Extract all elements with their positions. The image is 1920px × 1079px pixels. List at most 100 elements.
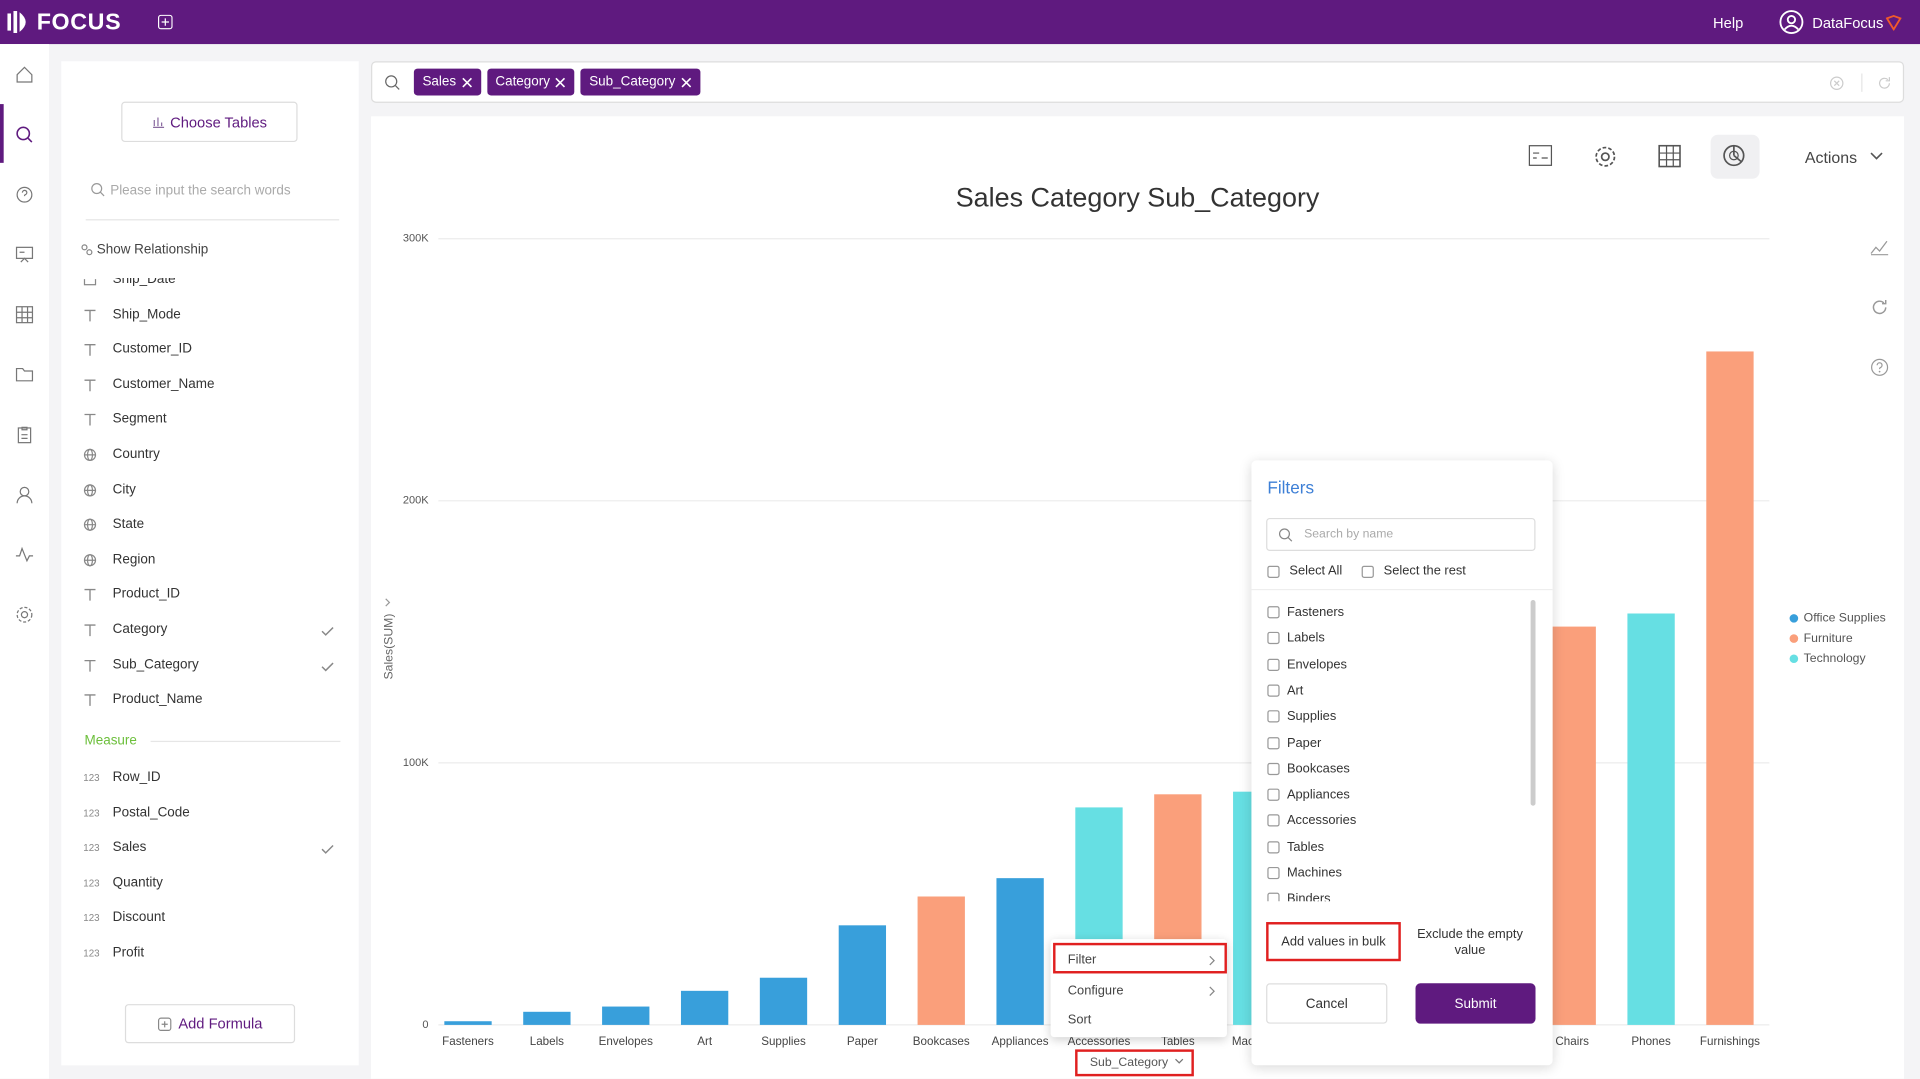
bar[interactable] bbox=[917, 896, 965, 1025]
filter-option[interactable]: Envelopes bbox=[1286, 657, 1347, 672]
chart-card-icon[interactable] bbox=[1528, 144, 1553, 166]
dimension-field[interactable]: Region bbox=[112, 551, 156, 567]
folder-icon[interactable] bbox=[15, 365, 35, 385]
bar[interactable] bbox=[759, 977, 808, 1025]
measure-field[interactable]: Row_ID bbox=[112, 770, 161, 785]
dimension-field[interactable]: Ship_Mode bbox=[112, 306, 181, 322]
filter-option[interactable]: Supplies bbox=[1286, 709, 1337, 724]
checkbox[interactable] bbox=[1267, 788, 1280, 801]
checkbox[interactable] bbox=[1267, 632, 1280, 645]
checkbox[interactable] bbox=[1361, 565, 1374, 578]
search-bar[interactable]: Sales Category Sub_Category bbox=[371, 61, 1905, 103]
select-rest-label[interactable]: Select the rest bbox=[1383, 563, 1466, 578]
measure-field[interactable]: Profit bbox=[112, 945, 145, 961]
checkbox[interactable] bbox=[1267, 565, 1280, 578]
filter-option[interactable]: Paper bbox=[1286, 735, 1322, 751]
help-link[interactable]: Help bbox=[1713, 14, 1744, 32]
legend-label[interactable]: Technology bbox=[1804, 651, 1867, 665]
checkbox[interactable] bbox=[1267, 736, 1280, 749]
home-icon[interactable] bbox=[15, 65, 35, 85]
search-token[interactable]: Sales bbox=[413, 68, 481, 96]
checkbox[interactable] bbox=[1267, 840, 1280, 854]
filter-option[interactable]: Accessories bbox=[1286, 813, 1357, 829]
checkbox[interactable] bbox=[1267, 658, 1280, 671]
legend-swatch[interactable] bbox=[1789, 654, 1799, 664]
dimension-field[interactable]: Customer_Name bbox=[112, 376, 215, 392]
measure-field[interactable]: Discount bbox=[112, 910, 166, 925]
token-remove[interactable] bbox=[461, 77, 472, 88]
add-bulk-button[interactable]: Add values in bulk bbox=[1266, 922, 1401, 962]
search-token[interactable]: Sub_Category bbox=[580, 68, 700, 96]
field-search-input[interactable]: Please input the search words bbox=[110, 183, 291, 199]
dimension-field[interactable]: Ship_Date bbox=[112, 271, 176, 287]
bar[interactable] bbox=[1627, 613, 1675, 1025]
dimension-field[interactable]: Country bbox=[112, 446, 160, 462]
checkbox[interactable] bbox=[1267, 893, 1280, 902]
x-axis-label[interactable]: Sub_Category bbox=[1090, 1055, 1169, 1069]
submit-button[interactable]: Submit bbox=[1415, 983, 1536, 1024]
question-icon[interactable] bbox=[15, 185, 35, 205]
measure-field[interactable]: Postal_Code bbox=[112, 805, 190, 820]
filter-option[interactable]: Labels bbox=[1286, 630, 1325, 646]
menu-item[interactable]: Sort bbox=[1067, 1012, 1092, 1028]
dimension-field[interactable]: Product_Name bbox=[112, 692, 203, 707]
checkbox[interactable] bbox=[1267, 606, 1280, 619]
filter-option[interactable]: Bookcases bbox=[1286, 761, 1350, 777]
actions-chevron[interactable] bbox=[1870, 152, 1883, 162]
filter-option[interactable]: Appliances bbox=[1286, 787, 1350, 803]
select-all-label[interactable]: Select All bbox=[1289, 563, 1343, 578]
bar[interactable] bbox=[1548, 626, 1596, 1025]
user-icon[interactable] bbox=[1779, 10, 1804, 34]
menu-item[interactable]: Filter bbox=[1067, 952, 1097, 968]
dimension-field[interactable]: Segment bbox=[112, 411, 167, 427]
dimension-field[interactable]: City bbox=[112, 481, 136, 497]
new-tab-icon[interactable] bbox=[157, 14, 173, 30]
search-token[interactable]: Category bbox=[486, 68, 575, 96]
legend-label[interactable]: Office Supplies bbox=[1804, 611, 1886, 625]
bar[interactable] bbox=[1706, 351, 1754, 1025]
bar[interactable] bbox=[680, 990, 729, 1025]
token-remove[interactable] bbox=[680, 77, 691, 88]
checkbox[interactable] bbox=[1267, 814, 1280, 828]
table-view-icon[interactable] bbox=[1658, 144, 1681, 168]
gear-icon[interactable] bbox=[15, 605, 35, 625]
actions-menu[interactable]: Actions bbox=[1804, 148, 1858, 167]
y-axis-chevron[interactable] bbox=[385, 598, 391, 607]
filter-option[interactable]: Tables bbox=[1286, 839, 1325, 855]
measure-field[interactable]: Quantity bbox=[112, 875, 163, 890]
filter-option[interactable]: Machines bbox=[1286, 865, 1342, 881]
filter-option[interactable]: Binders bbox=[1286, 891, 1331, 902]
choose-tables-button[interactable]: Choose Tables bbox=[121, 101, 298, 143]
activity-icon[interactable] bbox=[15, 545, 35, 565]
x-axis-chevron[interactable] bbox=[1175, 1058, 1184, 1064]
measure-field[interactable]: Sales bbox=[112, 840, 147, 855]
board-icon[interactable] bbox=[15, 245, 35, 265]
menu-item[interactable]: Configure bbox=[1067, 982, 1124, 998]
dimension-field[interactable]: Customer_ID bbox=[112, 341, 192, 357]
checkbox[interactable] bbox=[1267, 684, 1280, 697]
settings-icon[interactable] bbox=[1593, 144, 1617, 168]
bar[interactable] bbox=[602, 1006, 650, 1025]
search-icon[interactable] bbox=[15, 125, 35, 145]
dimension-field[interactable]: Product_ID bbox=[112, 587, 181, 602]
bar[interactable] bbox=[444, 1021, 492, 1025]
bar[interactable] bbox=[996, 878, 1044, 1025]
filter-option[interactable]: Fasteners bbox=[1286, 604, 1345, 620]
user-icon[interactable] bbox=[15, 485, 35, 505]
filter-search-input[interactable]: Search by name bbox=[1266, 517, 1536, 552]
clear-icon[interactable] bbox=[1829, 76, 1844, 91]
dimension-field[interactable]: Category bbox=[112, 622, 168, 637]
scrollbar[interactable] bbox=[1530, 600, 1536, 806]
chart-type-icon[interactable] bbox=[1722, 143, 1746, 167]
dimension-field[interactable]: State bbox=[112, 516, 145, 532]
token-remove[interactable] bbox=[555, 77, 566, 88]
legend-swatch[interactable] bbox=[1789, 634, 1799, 643]
reload-icon[interactable] bbox=[1870, 298, 1890, 318]
cancel-button[interactable]: Cancel bbox=[1266, 983, 1388, 1024]
bar[interactable] bbox=[523, 1011, 571, 1025]
checkbox[interactable] bbox=[1267, 866, 1280, 880]
filter-option[interactable]: Art bbox=[1286, 683, 1304, 698]
add-formula-button[interactable]: Add Formula bbox=[124, 1004, 296, 1044]
trend-icon[interactable] bbox=[1870, 239, 1890, 256]
checkbox[interactable] bbox=[1267, 710, 1280, 723]
